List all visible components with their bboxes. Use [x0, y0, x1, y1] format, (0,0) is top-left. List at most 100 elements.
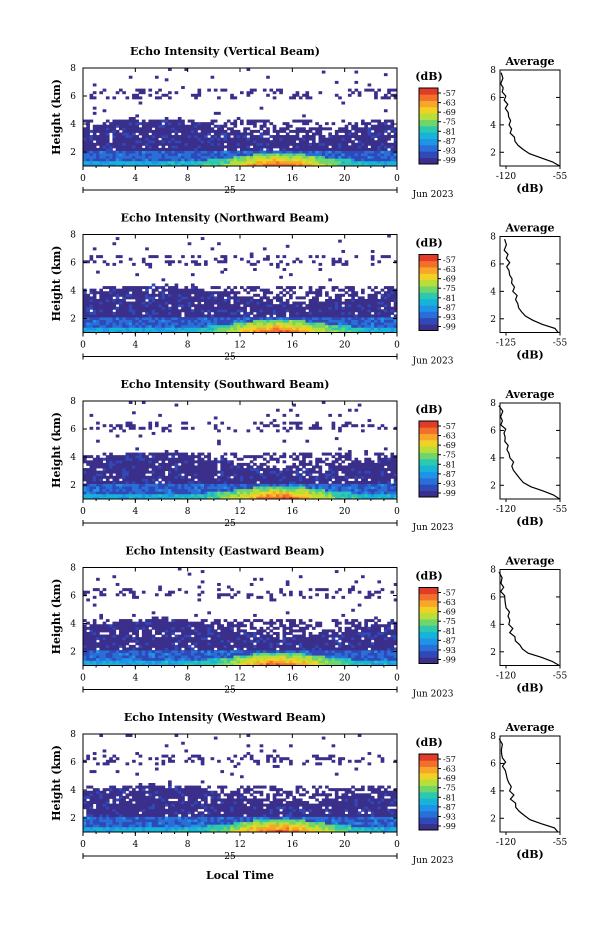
heatmap-cell — [230, 127, 234, 131]
heatmap-cell — [164, 317, 169, 321]
heatmap-cell — [92, 91, 97, 95]
heatmap-cell — [190, 155, 195, 159]
heatmap-cell — [279, 455, 283, 459]
heatmap-cell — [190, 473, 195, 477]
heatmap-cell — [308, 496, 313, 500]
heatmap-cell — [223, 293, 228, 297]
heatmap-cell — [226, 470, 231, 474]
heatmap-cell — [89, 314, 94, 318]
heatmap-cell — [168, 329, 172, 333]
heatmap-cell — [197, 324, 202, 328]
heatmap-cell — [122, 488, 126, 492]
heatmap-cell — [132, 160, 136, 164]
heatmap-cell — [262, 153, 267, 157]
heatmap-cell — [347, 150, 352, 154]
heatmap-cell — [200, 129, 205, 133]
heatmap-cell — [305, 317, 310, 321]
heatmap-cell — [344, 298, 349, 302]
x-tick-label: 16 — [287, 174, 299, 184]
heatmap-cell — [236, 493, 241, 497]
heatmap-cell — [256, 145, 261, 149]
heatmap-cell — [390, 127, 395, 131]
heatmap-cell — [145, 291, 149, 295]
heatmap-cell — [154, 137, 159, 141]
heatmap-cell — [161, 488, 166, 492]
heatmap-cell — [266, 465, 270, 469]
heatmap-cell — [122, 142, 126, 146]
heatmap-cell — [338, 147, 342, 151]
average-y-tick-label: 4 — [490, 287, 496, 297]
heatmap-cell — [174, 322, 179, 326]
heatmap-cell — [223, 163, 228, 167]
heatmap-cell — [334, 147, 339, 151]
heatmap-cell — [357, 480, 362, 484]
heatmap-cell — [118, 153, 123, 157]
heatmap-cell — [374, 311, 378, 315]
heatmap-cell — [347, 122, 352, 126]
heatmap-cell — [347, 488, 352, 492]
heatmap-cell — [282, 455, 287, 459]
heatmap-cell — [226, 147, 231, 151]
heatmap-cell — [194, 124, 198, 128]
heatmap-cell — [138, 426, 143, 430]
heatmap-cell — [253, 147, 257, 151]
heatmap-cell — [197, 293, 202, 297]
heatmap-cell — [285, 127, 290, 131]
heatmap-cell — [89, 142, 94, 146]
heatmap-cell — [226, 137, 231, 141]
heatmap-cell — [194, 311, 198, 315]
heatmap-cell — [161, 155, 166, 159]
heatmap-cell — [262, 491, 267, 495]
heatmap-cell — [118, 468, 123, 472]
heatmap-cell — [354, 319, 359, 323]
heatmap-cell — [99, 145, 104, 149]
heatmap-cell — [105, 158, 110, 162]
heatmap-cell — [321, 311, 326, 315]
heatmap-cell — [177, 150, 182, 154]
heatmap-cell — [105, 137, 110, 141]
heatmap-cell — [220, 314, 225, 318]
heatmap-cell — [311, 155, 316, 159]
heatmap-cell — [321, 480, 326, 484]
heatmap-cell — [190, 273, 195, 277]
heatmap-cell — [259, 160, 264, 164]
heatmap-cell — [102, 163, 107, 167]
heatmap-cell — [220, 304, 225, 308]
heatmap-cell — [347, 470, 352, 474]
heatmap-cell — [105, 262, 110, 266]
heatmap-cell — [354, 480, 359, 484]
heatmap-cell — [118, 462, 123, 466]
heatmap-cell — [122, 319, 126, 323]
heatmap-cell — [158, 160, 162, 164]
heatmap-cell — [109, 496, 113, 500]
heatmap-cell — [357, 296, 362, 300]
heatmap-cell — [334, 470, 339, 474]
colorbar-swatch — [419, 138, 438, 146]
heatmap-cell — [174, 314, 179, 318]
heatmap-cell — [109, 158, 113, 162]
heatmap-cell — [96, 158, 100, 162]
heatmap-cell — [171, 309, 175, 313]
heatmap-cell — [151, 322, 156, 326]
heatmap-cell — [181, 421, 185, 425]
heatmap-cell — [295, 317, 300, 321]
heatmap-cell — [204, 158, 208, 162]
heatmap-cell — [135, 301, 139, 305]
heatmap-cell — [370, 147, 375, 151]
heatmap-cell — [125, 293, 130, 297]
heatmap-cell — [302, 160, 306, 164]
heatmap-cell — [194, 296, 198, 300]
heatmap-cell — [226, 140, 231, 144]
heatmap-cell — [341, 475, 346, 479]
heatmap-cell — [174, 145, 179, 149]
heatmap-cell — [338, 317, 342, 321]
heatmap-cell — [338, 127, 342, 131]
heatmap-cell — [102, 491, 107, 495]
heatmap-cell — [374, 160, 378, 164]
heatmap-cell — [217, 488, 221, 492]
heatmap-cell — [148, 496, 153, 500]
heatmap-cell — [236, 306, 241, 310]
heatmap-cell — [246, 127, 251, 131]
heatmap-cell — [148, 160, 153, 164]
heatmap-cell — [302, 135, 306, 139]
